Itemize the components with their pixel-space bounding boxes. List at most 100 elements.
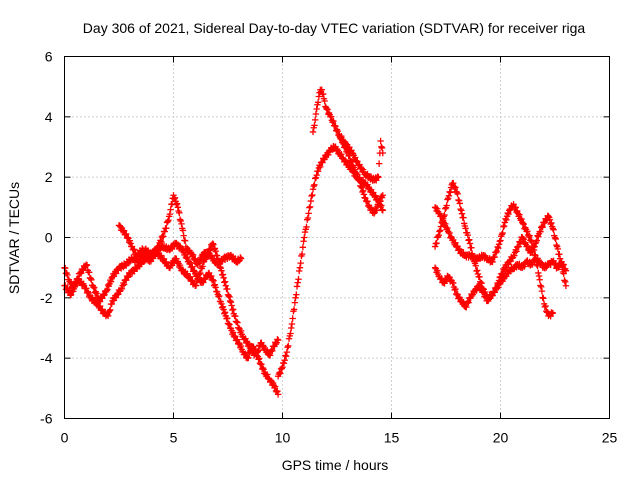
data-point [204, 250, 211, 257]
data-point [319, 159, 326, 166]
data-point [179, 227, 187, 234]
data-point [300, 238, 307, 245]
data-point [373, 207, 380, 214]
data-point [120, 281, 128, 288]
data-point [375, 173, 382, 181]
data-point [212, 284, 219, 291]
y-tick-label: -2 [40, 290, 53, 306]
data-point [445, 192, 453, 200]
data-point [312, 110, 320, 118]
data-point [532, 240, 539, 247]
data-point [495, 241, 503, 248]
data-point [535, 269, 542, 277]
data-point [127, 240, 134, 247]
data-point [94, 292, 102, 300]
data-point [220, 274, 227, 282]
data-point [260, 343, 267, 350]
data-point [456, 200, 464, 207]
data-point [91, 284, 98, 291]
data-point [474, 267, 481, 274]
data-point [451, 286, 458, 294]
data-point [499, 229, 506, 237]
data-point [455, 245, 463, 253]
data-point [189, 277, 196, 284]
data-point [358, 184, 365, 191]
data-point [498, 231, 506, 238]
data-point [518, 215, 525, 223]
data-point [118, 285, 126, 293]
data-point [447, 189, 454, 196]
data-point [313, 105, 320, 113]
data-point [208, 272, 215, 280]
data-point [280, 360, 288, 367]
y-tick-label: 4 [45, 109, 53, 125]
data-point [272, 383, 279, 390]
data-point [492, 285, 500, 292]
data-point [212, 247, 219, 255]
data-point [115, 291, 122, 298]
data-point [372, 192, 379, 199]
data-point [379, 207, 386, 214]
data-point [469, 252, 477, 260]
data-point [330, 117, 337, 125]
data-point [216, 292, 223, 300]
data-point [516, 211, 523, 218]
data-point [232, 312, 239, 320]
data-point [333, 145, 341, 153]
data-point [229, 306, 237, 313]
data-point [189, 263, 196, 271]
data-point [478, 279, 485, 287]
series-sat-i [431, 179, 570, 302]
data-point [276, 369, 283, 376]
data-point [285, 342, 292, 350]
data-point [378, 143, 385, 150]
data-point [458, 207, 465, 214]
data-point [177, 217, 184, 225]
data-point [218, 300, 225, 308]
data-point [377, 197, 384, 205]
data-point [561, 278, 569, 285]
data-point [278, 365, 285, 372]
data-point [338, 151, 345, 158]
data-point [338, 132, 345, 140]
data-point [549, 225, 557, 232]
x-tick-label: 15 [384, 430, 400, 446]
data-point [244, 339, 251, 347]
data-point [301, 234, 308, 241]
data-point [558, 261, 565, 268]
data-point [354, 171, 361, 178]
data-point [237, 255, 245, 262]
data-point [88, 276, 95, 284]
data-point [173, 200, 181, 207]
data-point [256, 360, 264, 367]
data-point [219, 271, 227, 278]
data-point [299, 244, 307, 251]
data-point [442, 220, 449, 228]
data-point [178, 220, 185, 228]
data-point [514, 210, 522, 217]
data-point [309, 186, 317, 193]
data-point [510, 201, 517, 208]
data-point [450, 179, 457, 187]
data-point [190, 267, 198, 274]
data-point [324, 106, 331, 113]
data-point [222, 282, 230, 289]
data-point [229, 329, 237, 336]
x-axis-label: GPS time / hours [282, 457, 389, 473]
data-point [452, 285, 459, 293]
data-point [360, 191, 368, 198]
data-point [351, 166, 359, 173]
data-point [83, 285, 90, 292]
data-point [125, 273, 132, 280]
data-point [78, 270, 85, 277]
data-point [463, 303, 470, 311]
data-point [67, 280, 74, 288]
data-point [472, 262, 479, 269]
data-point [505, 261, 512, 268]
data-point [433, 239, 440, 247]
data-point [258, 361, 265, 368]
data-point [274, 391, 282, 398]
data-point [112, 294, 120, 301]
data-point [314, 167, 322, 175]
data-point [253, 351, 260, 359]
